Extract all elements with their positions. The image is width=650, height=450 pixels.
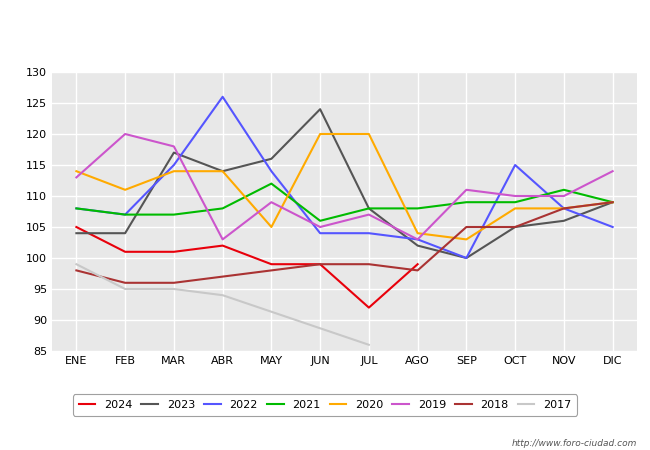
Text: http://www.foro-ciudad.com: http://www.foro-ciudad.com: [512, 439, 637, 448]
Text: Afiliados en Cabañas del Castillo a 30/9/2024: Afiliados en Cabañas del Castillo a 30/9…: [137, 9, 513, 27]
Legend: 2024, 2023, 2022, 2021, 2020, 2019, 2018, 2017: 2024, 2023, 2022, 2021, 2020, 2019, 2018…: [73, 395, 577, 415]
